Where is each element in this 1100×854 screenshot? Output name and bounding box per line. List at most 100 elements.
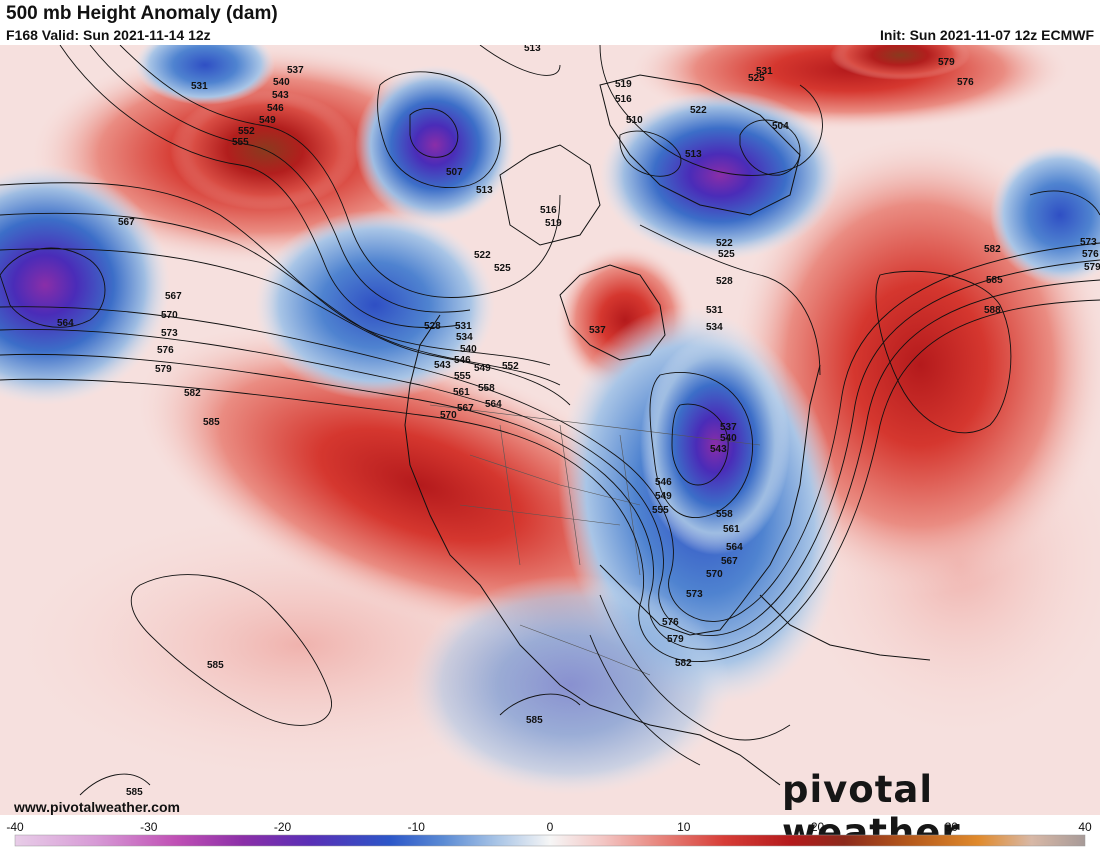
contour-label: 579 bbox=[667, 634, 684, 645]
trough-east-us-core bbox=[640, 335, 790, 555]
contour-label: 528 bbox=[424, 321, 441, 332]
contour-label: 576 bbox=[157, 345, 174, 356]
contour-label: 576 bbox=[662, 617, 679, 628]
color-scale-tick: -20 bbox=[274, 820, 292, 834]
contour-label: 516 bbox=[615, 94, 632, 105]
contour-label: 525 bbox=[748, 73, 765, 84]
contour-label: 540 bbox=[460, 344, 477, 355]
contour-label: 561 bbox=[453, 387, 470, 398]
contour-label: 516 bbox=[540, 205, 557, 216]
contour-label: 504 bbox=[772, 121, 789, 132]
color-scale-bar: -40 -30 -20 -10 0 10 20 30 40 bbox=[6, 820, 1092, 847]
contour-label: 552 bbox=[238, 126, 255, 137]
contour-label: 567 bbox=[457, 403, 474, 414]
contour-label: 585 bbox=[126, 787, 143, 798]
contour-label: 579 bbox=[938, 57, 955, 68]
contour-label: 555 bbox=[652, 505, 669, 516]
contour-label: 549 bbox=[655, 491, 672, 502]
contour-label: 531 bbox=[756, 66, 773, 77]
color-scale-tick: -10 bbox=[408, 820, 426, 834]
contour-label: 525 bbox=[494, 263, 511, 274]
contour-label: 531 bbox=[455, 321, 472, 332]
color-scale-tick: 40 bbox=[1078, 820, 1092, 834]
contour-label: 534 bbox=[706, 322, 723, 333]
contour-label: 582 bbox=[184, 388, 201, 399]
color-scale-gradient bbox=[14, 834, 1086, 847]
contour-label: 543 bbox=[710, 444, 727, 455]
political-borders bbox=[429, 404, 761, 676]
ridge-greenland-core bbox=[830, 45, 970, 80]
trough-bering bbox=[135, 45, 275, 105]
trough-gulf bbox=[410, 575, 730, 795]
contour-label: 558 bbox=[478, 383, 495, 394]
contour-label: 585 bbox=[207, 660, 224, 671]
contour-label: 573 bbox=[1080, 237, 1097, 248]
contour-label: 528 bbox=[716, 276, 733, 287]
color-scale-tick: 10 bbox=[677, 820, 691, 834]
contour-label: 525 bbox=[718, 249, 735, 260]
valid-time-label: F168 Valid: Sun 2021-11-14 12z bbox=[6, 27, 211, 43]
contour-label: 531 bbox=[706, 305, 723, 316]
contour-label: 522 bbox=[474, 250, 491, 261]
contour-label: 573 bbox=[686, 589, 703, 600]
ridge-west-us bbox=[134, 325, 706, 645]
contour-label: 522 bbox=[716, 238, 733, 249]
contour-label: 570 bbox=[440, 410, 457, 421]
color-scale-tick: 0 bbox=[547, 820, 554, 834]
website-credit: www.pivotalweather.com bbox=[14, 799, 180, 815]
contour-label: 507 bbox=[446, 167, 463, 178]
color-scale-tick: -30 bbox=[140, 820, 158, 834]
contour-label: 585 bbox=[526, 715, 543, 726]
trough-arctic bbox=[355, 65, 515, 225]
contour-label: 540 bbox=[720, 433, 737, 444]
contour-label: 546 bbox=[655, 477, 672, 488]
contour-label: 513 bbox=[685, 149, 702, 160]
contour-label: 555 bbox=[454, 371, 471, 382]
anomaly-map: 5135195165225255315105135045795765375405… bbox=[0, 45, 1100, 815]
contour-label: 564 bbox=[57, 318, 74, 329]
contour-label: 576 bbox=[1082, 249, 1099, 260]
contour-label: 561 bbox=[723, 524, 740, 535]
contour-label: 546 bbox=[267, 103, 284, 114]
contour-label: 555 bbox=[232, 137, 249, 148]
contour-label: 570 bbox=[706, 569, 723, 580]
color-scale-tick: 20 bbox=[811, 820, 825, 834]
contour-label: 576 bbox=[957, 77, 974, 88]
contour-label: 582 bbox=[675, 658, 692, 669]
contour-label: 531 bbox=[191, 81, 208, 92]
brand-logo: pivotal weather bbox=[782, 768, 961, 854]
init-time-label: Init: Sun 2021-11-07 12z ECMWF bbox=[880, 27, 1094, 43]
color-scale-tick: 30 bbox=[945, 820, 959, 834]
contour-label: 573 bbox=[161, 328, 178, 339]
contour-label: 549 bbox=[259, 115, 276, 126]
color-scale-ticks: -40 -30 -20 -10 0 10 20 30 40 bbox=[6, 820, 1092, 834]
contour-label: 519 bbox=[545, 218, 562, 229]
height-contours bbox=[0, 45, 1100, 796]
contour-label: 513 bbox=[524, 45, 541, 54]
contour-label: 588 bbox=[984, 305, 1001, 316]
contour-label: 579 bbox=[155, 364, 172, 375]
contour-label: 543 bbox=[272, 90, 289, 101]
contour-label: 537 bbox=[287, 65, 304, 76]
contour-label: 522 bbox=[690, 105, 707, 116]
contour-label: 552 bbox=[502, 361, 519, 372]
contour-label: 543 bbox=[434, 360, 451, 371]
contour-label: 534 bbox=[456, 332, 473, 343]
contour-label: 567 bbox=[165, 291, 182, 302]
chart-title: 500 mb Height Anomaly (dam) bbox=[6, 3, 278, 24]
contour-label: 585 bbox=[203, 417, 220, 428]
contour-label: 564 bbox=[485, 399, 502, 410]
contour-label: 540 bbox=[273, 77, 290, 88]
trough-baffin bbox=[600, 90, 840, 260]
trough-bc-coast bbox=[255, 210, 495, 400]
contour-label: 567 bbox=[721, 556, 738, 567]
contour-label: 564 bbox=[726, 542, 743, 553]
contour-label: 537 bbox=[720, 422, 737, 433]
contour-labels: 5135195165225255315105135045795765375405… bbox=[57, 45, 1100, 798]
contour-label: 579 bbox=[1084, 262, 1100, 273]
contour-label: 567 bbox=[118, 217, 135, 228]
contour-label: 513 bbox=[476, 185, 493, 196]
contour-label: 549 bbox=[474, 363, 491, 374]
contour-label: 546 bbox=[454, 355, 471, 366]
